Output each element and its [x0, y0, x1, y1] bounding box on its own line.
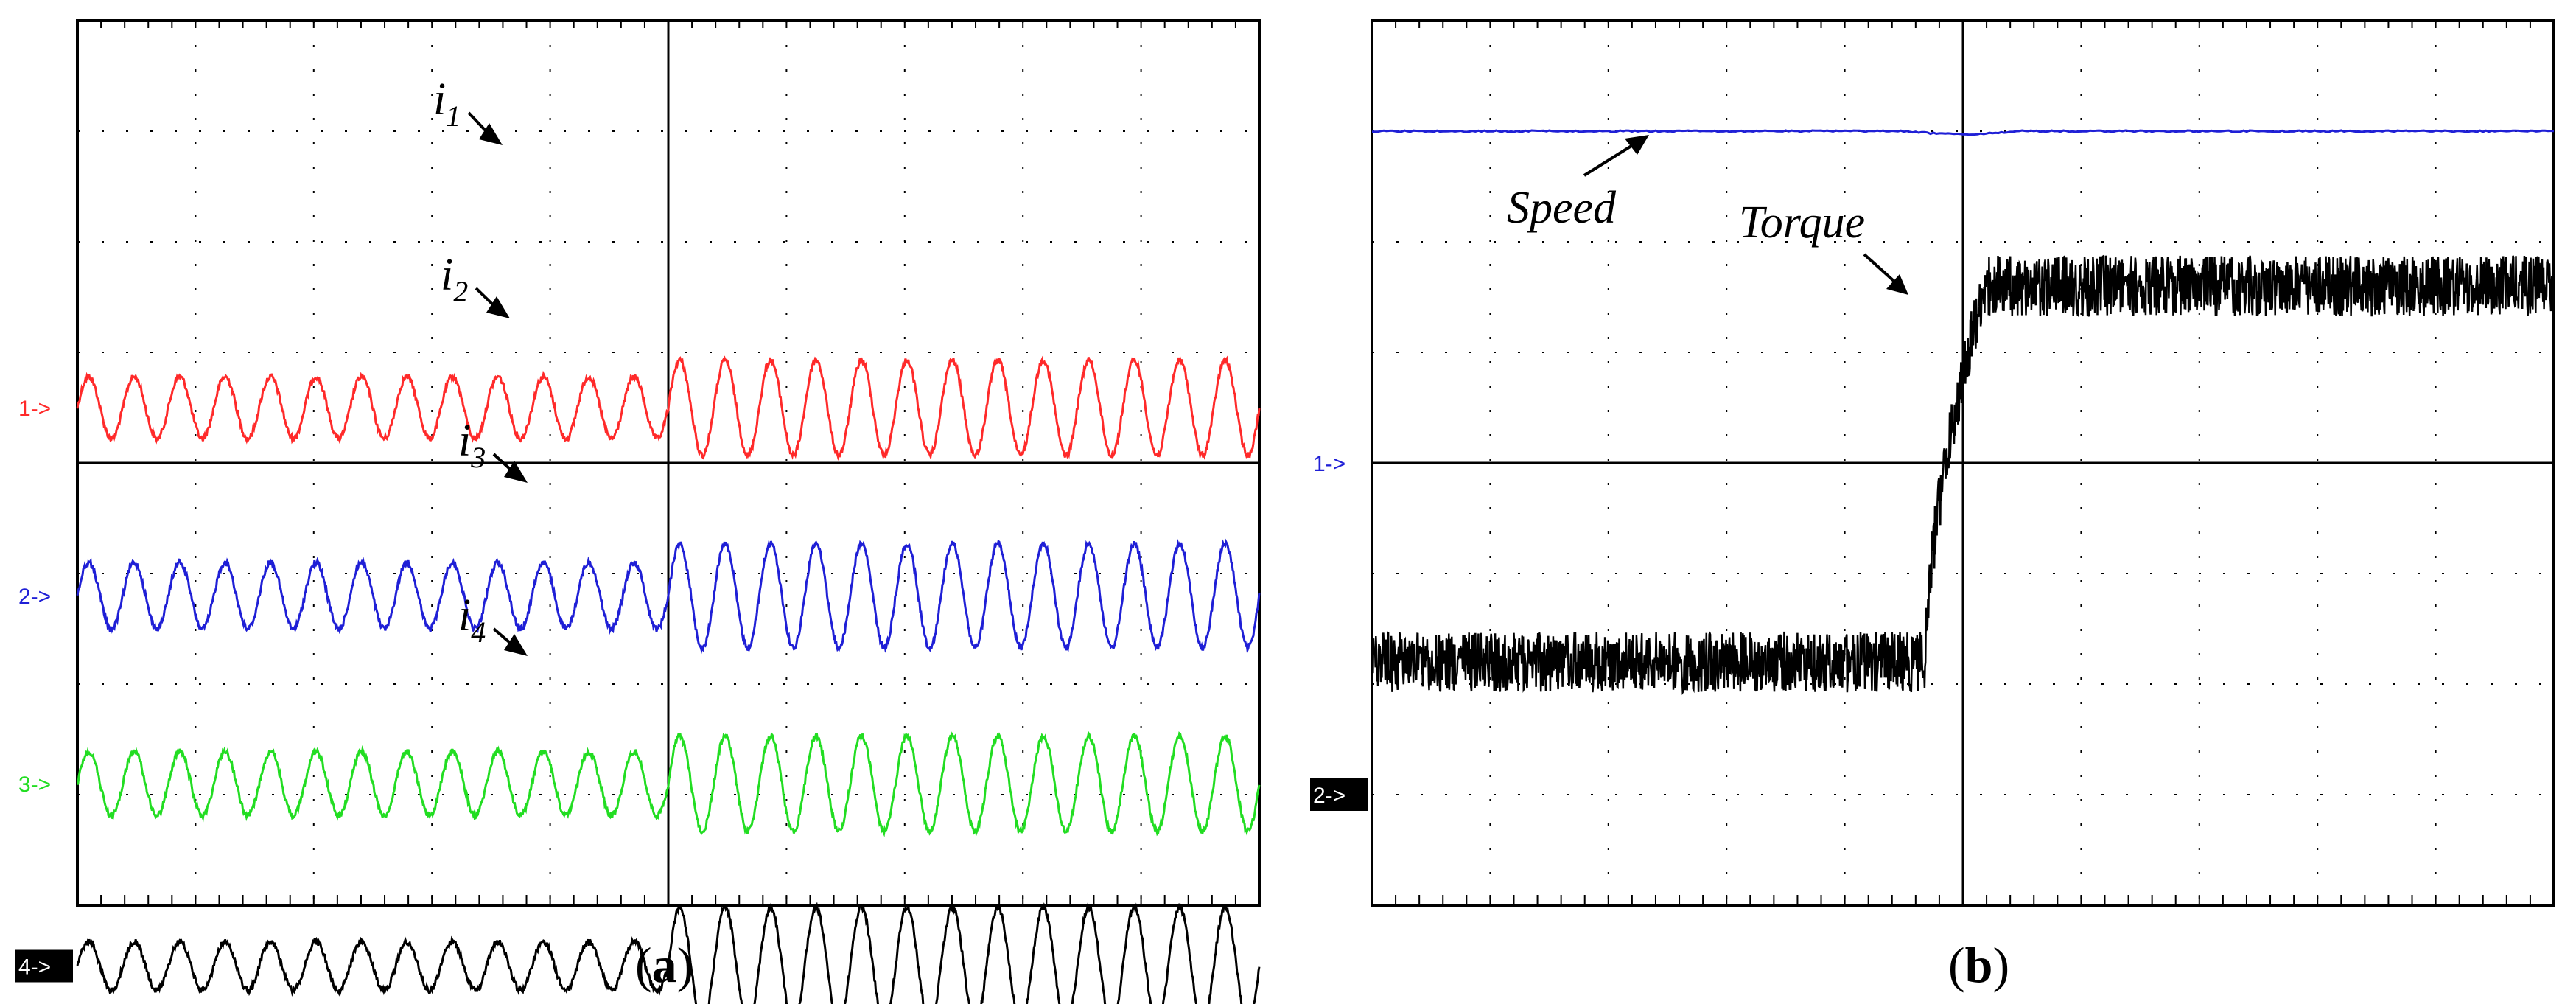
panel-b-grid: [1371, 21, 2555, 905]
caption-a: (a): [635, 937, 693, 993]
trace-i1: [76, 355, 1261, 461]
channel-marker: 3->: [18, 773, 51, 797]
label-i4: i4: [458, 590, 528, 656]
panel-b-channel-markers: 1-> 2->: [1310, 452, 1368, 811]
trace-torque: [1371, 254, 2555, 696]
channel-marker: 2->: [18, 585, 51, 609]
channel-marker: 1->: [1313, 452, 1345, 476]
channel-marker: 4->: [18, 955, 51, 980]
panel-a-traces: [76, 355, 1261, 1004]
speed-label: Speed: [1507, 183, 1617, 233]
trace-i4: [76, 902, 1261, 1004]
label-i1-text: i1: [433, 74, 461, 133]
caption-b-letter: b: [1965, 937, 1993, 993]
label-i1: i1: [433, 74, 503, 145]
trace-speed: [1371, 129, 2555, 136]
channel-marker: 2->: [1313, 784, 1345, 808]
channel-marker: 1->: [18, 397, 51, 421]
label-i3-text: i3: [458, 416, 486, 474]
label-i3: i3: [458, 416, 528, 483]
speed-annotation: Speed: [1507, 135, 1649, 233]
panel-a-grid: [77, 21, 1260, 905]
torque-label: Torque: [1739, 198, 1865, 248]
caption-b: (b): [1948, 937, 2009, 993]
trace-i2: [76, 538, 1261, 655]
panel-a-channel-markers: 1-> 2-> 3-> 4->: [15, 397, 73, 983]
caption-a-letter: a: [652, 937, 677, 993]
torque-annotation: Torque: [1739, 198, 1908, 295]
label-i2-text: i2: [441, 250, 468, 308]
channel-marker-bg: [15, 949, 73, 983]
panel-b-traces: [1371, 129, 2555, 696]
label-i4-text: i4: [458, 590, 486, 649]
panel-a-annotations: i1 i2 i3 i4: [433, 74, 528, 656]
label-i2: i2: [441, 250, 510, 318]
channel-marker-bg: [1310, 778, 1368, 811]
trace-i3: [76, 731, 1261, 837]
